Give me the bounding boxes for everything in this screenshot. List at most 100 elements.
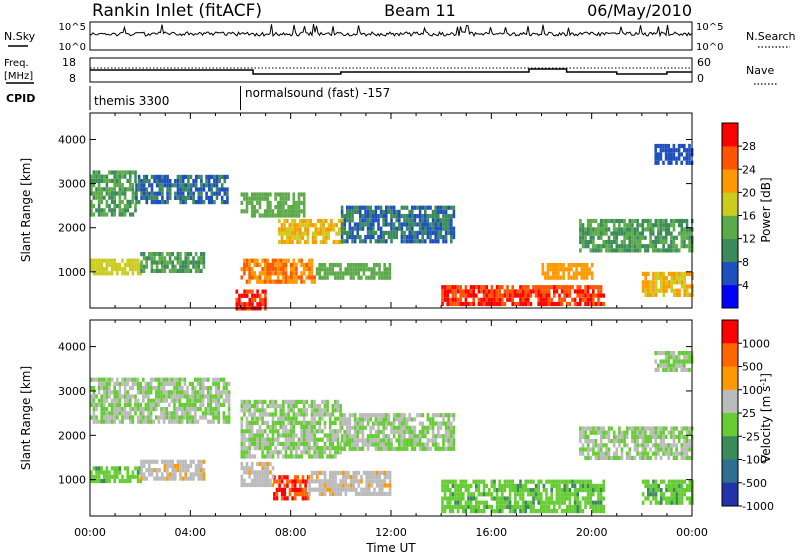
heatmap-cell: [240, 466, 244, 471]
heatmap-cell: [207, 200, 211, 205]
heatmap-cell: [441, 509, 444, 514]
heatmap-cell: [181, 260, 185, 265]
heatmap-cell: [343, 239, 346, 244]
heatmap-cell: [288, 223, 292, 228]
heatmap-cell: [173, 390, 176, 395]
heatmap-cell: [464, 509, 468, 514]
heatmap-cell: [514, 492, 517, 497]
heatmap-cell: [240, 441, 244, 446]
heatmap-cell: [175, 390, 179, 395]
heatmap-cell: [194, 463, 198, 469]
heatmap-cell: [644, 235, 647, 240]
heatmap-cell: [170, 419, 174, 424]
heatmap-cell: [339, 275, 342, 280]
heatmap-cell: [162, 411, 166, 416]
heatmap-cell: [439, 222, 443, 227]
heatmap-cell: [581, 479, 585, 484]
heatmap-cell: [392, 235, 396, 240]
nsky-right-tick-bottom: 10^0: [696, 42, 723, 53]
heatmap-cell: [335, 239, 338, 245]
heatmap-cell: [100, 394, 103, 399]
heatmap-cell: [571, 504, 574, 509]
heatmap-cell: [542, 293, 546, 298]
heatmap-cell: [646, 426, 650, 431]
heatmap-cell: [296, 475, 300, 480]
heatmap-cell: [532, 496, 535, 501]
heatmap-cell: [95, 474, 98, 479]
heatmap-cell: [163, 468, 167, 473]
heatmap-cell: [664, 218, 668, 224]
heatmap-cell: [157, 390, 161, 395]
heatmap-cell: [670, 239, 673, 245]
heatmap-cell: [184, 260, 187, 265]
heatmap-cell: [142, 386, 145, 391]
heatmap-cell: [344, 267, 347, 272]
heatmap-cell: [444, 226, 448, 231]
heatmap-cell: [296, 235, 299, 240]
heatmap-cell: [532, 488, 535, 493]
heatmap-cell: [142, 174, 146, 179]
heatmap-cell: [477, 509, 481, 514]
heatmap-cell: [431, 222, 435, 227]
heatmap-cell: [532, 289, 535, 294]
heatmap-cell: [686, 488, 689, 493]
heatmap-cell: [575, 275, 578, 280]
heatmap-cell: [344, 487, 348, 492]
heatmap-cell: [349, 479, 353, 484]
heatmap-cell: [408, 413, 411, 418]
heatmap-cell: [683, 288, 686, 293]
heatmap-cell: [559, 267, 563, 272]
heatmap-cell: [641, 227, 645, 232]
heatmap-cell: [323, 412, 327, 417]
heatmap-cell: [678, 500, 681, 505]
heatmap-cell: [527, 504, 530, 509]
heatmap-cell: [657, 483, 660, 488]
heatmap-cell: [599, 235, 603, 240]
heatmap-cell: [153, 260, 156, 265]
heatmap-cell: [348, 230, 352, 235]
heatmap-cell: [295, 213, 298, 218]
heatmap-cell: [583, 267, 586, 272]
heatmap-cell: [607, 244, 611, 249]
heatmap-cell: [105, 258, 109, 263]
heatmap-cell: [145, 256, 148, 261]
heatmap-cell: [652, 483, 655, 488]
heatmap-cell: [592, 293, 595, 298]
heatmap-cell: [284, 412, 288, 417]
heatmap-cell: [136, 381, 140, 386]
heatmap-cell: [597, 293, 600, 298]
heatmap-cell: [657, 451, 660, 456]
heatmap-cell: [434, 413, 437, 418]
heatmap-cell: [158, 476, 161, 481]
heatmap-cell: [667, 284, 671, 289]
heatmap-cell: [475, 500, 478, 505]
heatmap-cell: [644, 227, 647, 232]
heatmap-cell: [659, 426, 663, 431]
heatmap-cell: [649, 280, 653, 285]
heatmap-cell: [289, 205, 293, 210]
heatmap-cell: [464, 488, 468, 493]
heatmap-cell: [605, 248, 608, 253]
heatmap-cell: [289, 271, 293, 276]
heatmap-cell: [287, 258, 290, 263]
heatmap-cell: [392, 413, 396, 418]
heatmap-cell: [148, 191, 151, 196]
heatmap-cell: [181, 264, 185, 269]
heatmap-cell: [90, 394, 93, 399]
heatmap-cell: [364, 417, 367, 422]
heatmap-cell: [353, 209, 357, 214]
heatmap-cell: [321, 399, 324, 404]
heatmap-cell: [521, 285, 525, 290]
heatmap-cell: [129, 398, 132, 403]
heatmap-cell: [657, 367, 660, 372]
heatmap-cell: [568, 293, 572, 298]
heatmap-cell: [304, 483, 307, 488]
heatmap-cell: [100, 398, 103, 403]
heatmap-cell: [314, 235, 318, 240]
heatmap-cell: [121, 267, 124, 272]
heatmap-cell: [379, 442, 383, 447]
heatmap-cell: [129, 187, 132, 192]
heatmap-cell: [554, 267, 558, 272]
heatmap-cell: [129, 377, 132, 382]
